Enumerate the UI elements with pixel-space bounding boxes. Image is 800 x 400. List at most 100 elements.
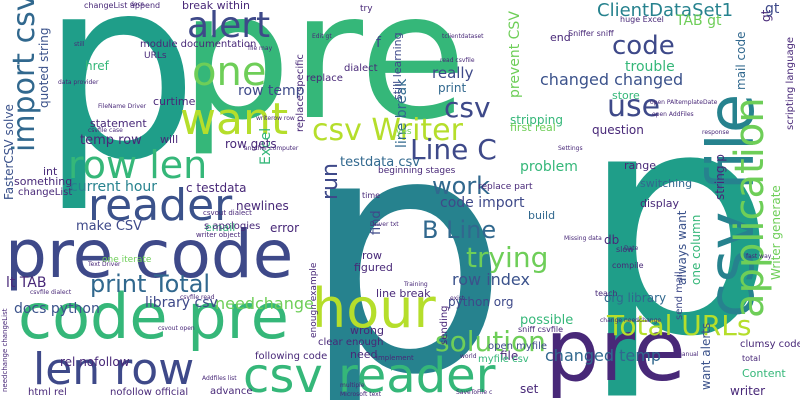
word-csvout-dialect: csvout dialect	[203, 209, 252, 217]
word-href: href	[85, 59, 109, 73]
word-c-testdata: c testdata	[186, 181, 247, 195]
word-print-total: print Total	[90, 270, 211, 298]
word-mail-code: mail code	[734, 31, 748, 90]
word-b-line: B Line	[422, 216, 497, 244]
word-row: row	[362, 249, 383, 262]
word-another-computer: another computer	[244, 145, 299, 152]
word-quoted-string: quoted string	[37, 27, 51, 108]
word-pre-code: pre code	[5, 216, 294, 293]
word-open-myfile: open myfile	[488, 341, 548, 352]
word-content: Content	[742, 367, 786, 380]
word-figured: figured	[354, 261, 393, 274]
word-huge-excel: huge Excel	[620, 15, 664, 24]
word-try: try	[360, 4, 373, 14]
word-first-real: first real	[510, 121, 556, 134]
word-work: work	[432, 172, 491, 200]
word-addfiles-list: Addfiles list	[202, 375, 237, 382]
word-writer-object: writer object	[196, 231, 241, 239]
word-sending: sending	[439, 305, 450, 345]
word-db: db	[604, 233, 620, 247]
word-total-urls: Total URLs	[607, 309, 752, 342]
word-writerow-row: writerow row	[256, 115, 295, 122]
word-run: run	[318, 163, 343, 200]
word-trouble: trouble	[625, 59, 675, 75]
word-manual: manual	[676, 351, 699, 358]
word-problem: problem	[520, 159, 578, 175]
word-library-csv: library csv	[145, 295, 218, 311]
word-open-addfiles: open AddFiles	[652, 111, 694, 118]
word-world: world	[460, 353, 477, 360]
word-settings: Settings	[558, 145, 583, 152]
word-beginning-stages: beginning stages	[378, 166, 456, 176]
word-sniff-csvfile: sniff csvfile	[518, 325, 563, 334]
word-line-break: line break	[376, 287, 431, 300]
word-row-temp: row temp	[238, 83, 305, 99]
word-row-index: row index	[452, 270, 530, 289]
word-time: time	[362, 191, 381, 200]
word-org-library: org library	[604, 291, 667, 305]
word-wrong: wrong	[350, 324, 384, 337]
word-reader: reader	[88, 180, 233, 231]
word-writer-generate: Writer generate	[769, 185, 783, 280]
word-display: display	[640, 197, 680, 210]
word-csvfile-read: csvfile read	[180, 294, 215, 301]
word-alert: alert	[187, 5, 271, 46]
word-csvout-open: csvout open	[158, 325, 195, 332]
word-gt: gt	[765, 1, 780, 17]
word-one-column: one column	[689, 214, 703, 285]
word-change-needchange: change needchange	[600, 317, 662, 324]
word-python-org: python org	[448, 295, 514, 309]
word-email: email	[205, 221, 236, 234]
word-use: use	[607, 89, 661, 124]
word-teach: teach	[595, 289, 618, 298]
word-row-gets: row gets	[225, 137, 277, 151]
word-compile: compile	[612, 261, 644, 270]
word-code: code	[612, 31, 675, 61]
word-still-learning: still learning	[391, 32, 404, 100]
word-curtime: curtime	[153, 95, 196, 108]
word-module-doc: module documentation	[140, 39, 257, 50]
word-need: need	[350, 348, 378, 361]
word-following-code: following code	[255, 351, 328, 362]
word-f: f	[376, 35, 381, 51]
word-tclientdataset: tclientdataset	[442, 33, 484, 40]
word-slow: slow	[616, 245, 634, 254]
word-yes: yes	[396, 127, 412, 137]
word-clear-enough: clear enough	[318, 337, 384, 348]
word-file: file	[500, 349, 519, 363]
word-really: really	[432, 64, 474, 82]
word-will: will	[160, 133, 179, 146]
word-make-csv: make CSV	[76, 219, 143, 234]
word-docs: docs	[130, 1, 144, 8]
word-want-alerts: want alerts	[699, 322, 713, 390]
word-writer: writer	[730, 384, 766, 398]
word-replace-part: replace part	[478, 182, 533, 192]
word-data-provider: data provider	[58, 79, 99, 86]
word-int: int	[43, 165, 58, 178]
word-read-csvfile: read csvfile	[440, 57, 475, 64]
word-row-len: row len	[68, 143, 208, 187]
word-end: end	[550, 31, 571, 44]
word-changed-changed: changed changed	[540, 70, 684, 89]
word-sniffer-sniff: Sniffer sniff	[568, 29, 614, 38]
word-csv-writer: csv Writer	[312, 113, 463, 148]
word-myfile-csv: myfile csv	[478, 354, 529, 365]
word-p-left: p	[40, 0, 199, 215]
word-tab-gt: TAB gt	[676, 13, 722, 29]
word-hour: hour	[312, 277, 436, 340]
word-statement: statement	[90, 117, 147, 130]
word-len-row: len row	[33, 344, 195, 395]
word-training: Training	[404, 281, 428, 288]
word-application: application	[727, 97, 773, 318]
word-scripting-language: scripting language	[785, 36, 796, 130]
word-needchange: needchange	[215, 294, 314, 313]
word-print: print	[438, 81, 467, 95]
word-s-apologies: s apologies	[204, 221, 261, 232]
word-build: build	[528, 209, 556, 222]
word-newlines: newlines	[236, 199, 289, 213]
word-csv: csv	[444, 91, 491, 124]
word-testdata-csv: testdata csv	[340, 155, 420, 170]
word-urls: URLs	[144, 51, 167, 61]
word-implement: implement	[376, 354, 414, 362]
